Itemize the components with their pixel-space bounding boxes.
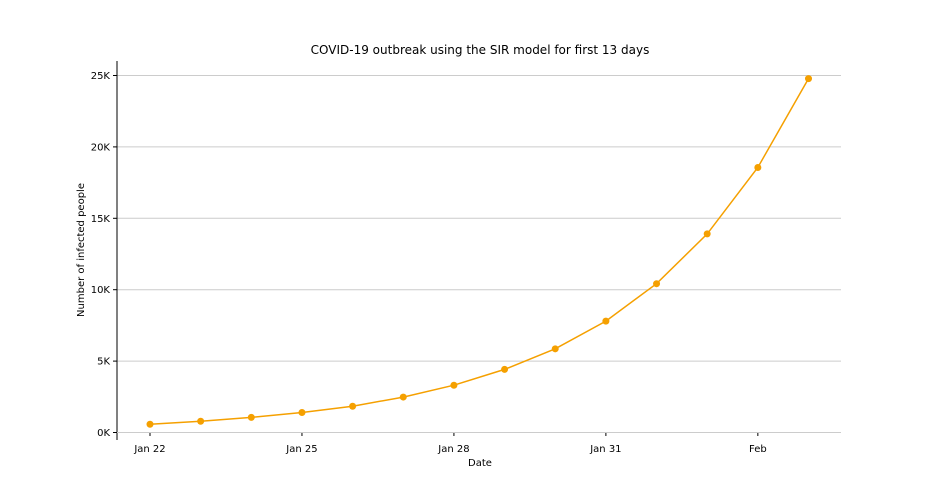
x-tick-label: Jan 22 [133,444,165,455]
data-point [197,417,205,425]
data-point [653,280,661,288]
y-tick-label: 15K [91,214,111,225]
data-point [551,345,559,353]
data-point [450,381,458,389]
data-point [602,317,610,325]
data-point [703,230,711,238]
y-tick-label: 10K [91,285,111,296]
data-points [146,75,812,428]
y-tick-label: 0K [97,428,110,439]
x-axis-ticks: Jan 22 Jan 25 Jan 28 Jan 31 Feb [133,432,767,455]
data-point [298,409,306,417]
grid-lines [117,75,841,433]
data-point [754,163,762,171]
y-tick-label: 5K [97,357,110,368]
series-line [149,78,810,425]
y-tick-label: 25K [91,71,111,82]
data-point [146,420,154,428]
data-point [349,402,357,410]
x-tick-label: Jan 28 [437,444,469,455]
chart-title: COVID-19 outbreak using the SIR model fo… [311,43,650,57]
data-point [247,413,255,421]
data-point [805,75,812,83]
y-tick-label: 20K [91,142,111,153]
data-point [399,393,407,401]
x-tick-label: Jan 31 [589,444,621,455]
x-tick-label: Jan 25 [285,444,317,455]
y-axis-ticks: 0K 5K 10K 15K 20K 25K [91,71,117,439]
x-axis-label: Date [468,458,492,469]
y-axis-label: Number of infected people [76,183,87,317]
data-point [501,365,509,373]
x-tick-label: Feb [749,444,767,455]
